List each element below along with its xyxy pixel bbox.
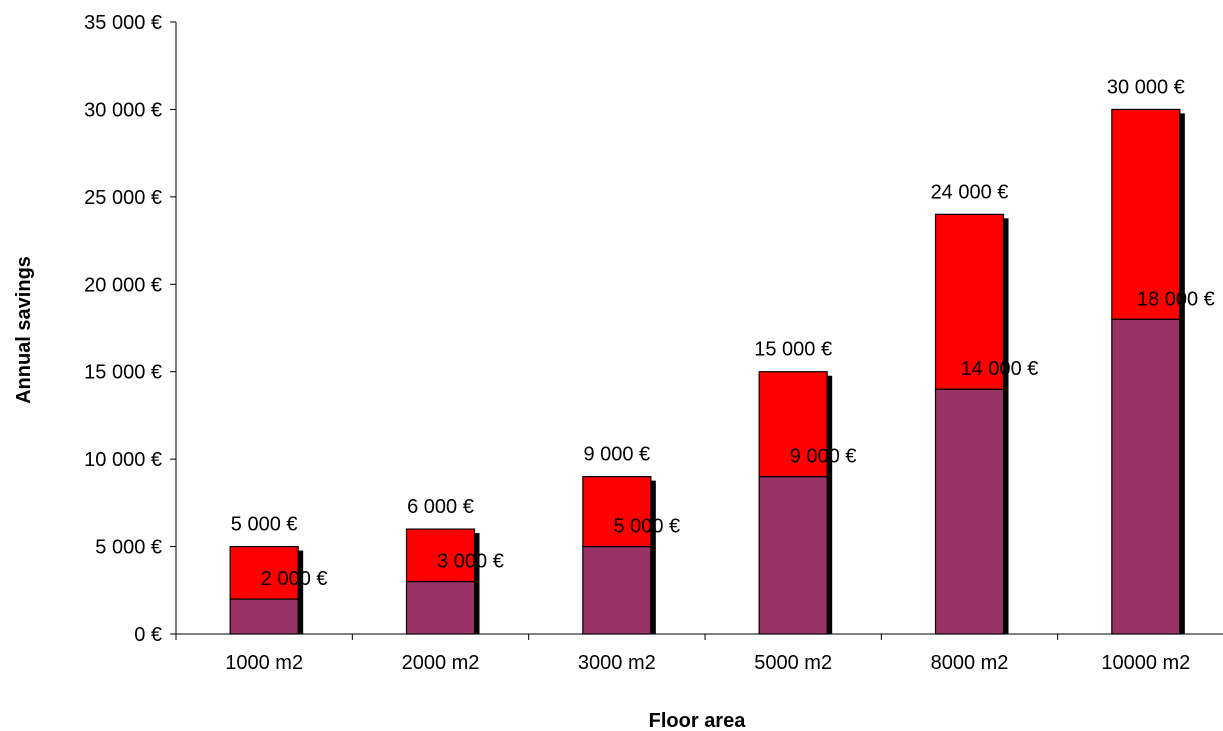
x-tick-label: 1000 m2	[225, 652, 303, 674]
x-tick-label: 2000 m2	[402, 652, 480, 674]
bar-upper-segment	[229, 545, 299, 600]
lower-value-label: 2 000 €	[261, 568, 328, 590]
bar-upper-segment	[934, 213, 1005, 390]
x-axis-title: Floor area	[649, 710, 747, 731]
y-tick-label: 25 000 €	[84, 187, 162, 209]
bar-lower-segment	[758, 476, 828, 635]
y-tick-label: 0 €	[134, 624, 162, 646]
lower-value-label: 9 000 €	[790, 446, 857, 468]
y-tick-label: 20 000 €	[84, 274, 162, 296]
bar-upper-segment	[582, 476, 652, 548]
bar-lower-segment	[582, 545, 652, 635]
y-tick-label: 35 000 €	[84, 12, 162, 34]
bar-upper-segment	[758, 371, 828, 478]
lower-value-label: 14 000 €	[961, 358, 1039, 380]
lower-value-label: 5 000 €	[613, 516, 680, 538]
total-value-label: 6 000 €	[407, 496, 474, 518]
x-tick-label: 3000 m2	[578, 652, 656, 674]
bar-lower-segment	[934, 388, 1005, 635]
lower-value-label: 18 000 €	[1137, 288, 1215, 310]
total-value-label: 30 000 €	[1107, 76, 1185, 98]
total-value-label: 24 000 €	[931, 181, 1009, 203]
total-value-label: 9 000 €	[583, 444, 650, 466]
bar-lower-segment	[229, 598, 299, 635]
x-tick-label: 10000 m2	[1101, 652, 1190, 674]
y-tick-label: 5 000 €	[95, 537, 162, 559]
x-tick-label: 8000 m2	[931, 652, 1009, 674]
total-value-label: 15 000 €	[754, 339, 832, 361]
y-tick-label: 10 000 €	[84, 449, 162, 471]
bar-lower-segment	[405, 580, 476, 635]
total-value-label: 5 000 €	[231, 514, 298, 536]
y-tick-label: 15 000 €	[84, 362, 162, 384]
lower-value-label: 3 000 €	[437, 551, 504, 573]
y-axis-title: Annual savings	[13, 256, 35, 404]
bars	[229, 108, 1185, 635]
axes: 0 € 5 000 € 10 000 € 15 000 € 20 000 € 25 000…	[84, 12, 1223, 674]
y-tick-label: 30 000 €	[84, 99, 162, 121]
bar-lower-segment	[1111, 318, 1181, 635]
bar-upper-segment	[1111, 108, 1181, 320]
bar-upper-segment	[405, 528, 476, 583]
x-tick-label: 5000 m2	[754, 652, 832, 674]
data-labels: 5 000 € 2 000 € 6 000 € 3 000 € 9 000 € 5 000…	[231, 76, 1215, 590]
